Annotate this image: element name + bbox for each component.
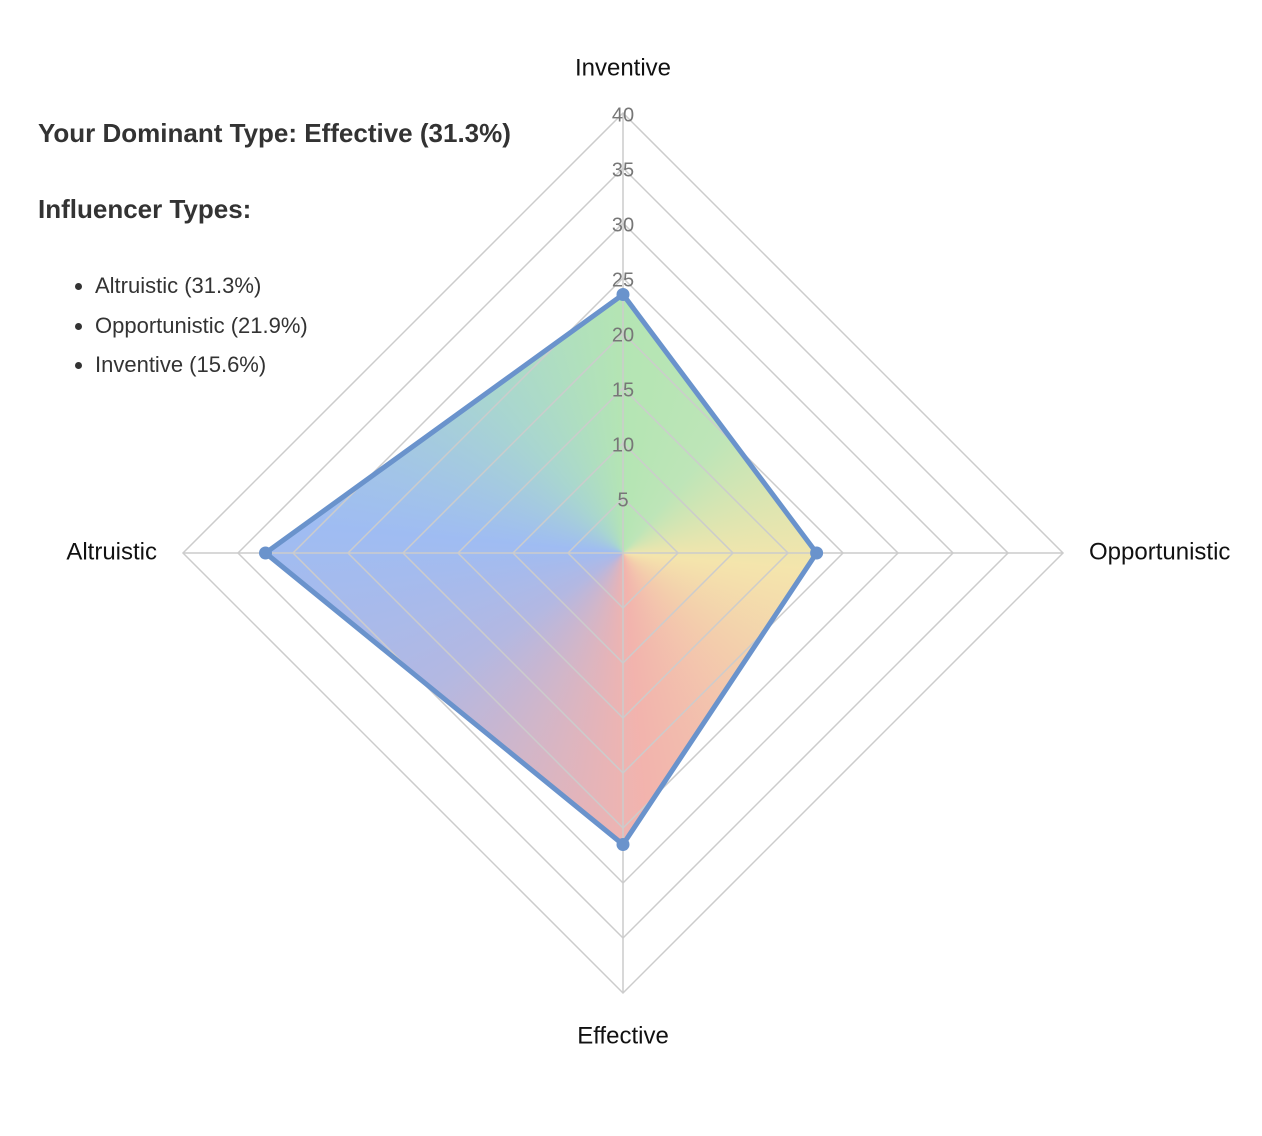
r-tick-label: 25 — [612, 269, 634, 291]
type-item: Altruistic (31.3%) — [95, 266, 308, 306]
r-tick-label: 5 — [617, 489, 628, 511]
heading: Influencer Types: — [38, 194, 252, 224]
type-item: Opportunistic (21.9%) — [95, 306, 308, 346]
r-tick-label: 15 — [612, 379, 634, 401]
data-point — [259, 546, 272, 560]
r-tick-label: 20 — [612, 324, 634, 346]
category-label: Effective — [577, 1022, 669, 1049]
type-list: Altruistic (31.3%)Opportunistic (21.9%)I… — [38, 266, 308, 385]
data-point — [810, 546, 824, 560]
data-point — [616, 838, 630, 851]
category-label: Opportunistic — [1089, 538, 1230, 565]
dominant-type: Your Dominant Type: Effective (31.3%) — [38, 118, 511, 148]
type-item: Inventive (15.6%) — [95, 345, 308, 385]
data-point — [616, 288, 630, 301]
r-tick-label: 40 — [612, 104, 634, 126]
r-tick-label: 35 — [612, 159, 634, 181]
category-label: Altruistic — [66, 538, 157, 565]
r-tick-label: 30 — [612, 214, 634, 236]
category-label: Inventive — [575, 54, 671, 81]
radar-outline — [263, 292, 820, 847]
r-tick-label: 10 — [612, 434, 634, 456]
